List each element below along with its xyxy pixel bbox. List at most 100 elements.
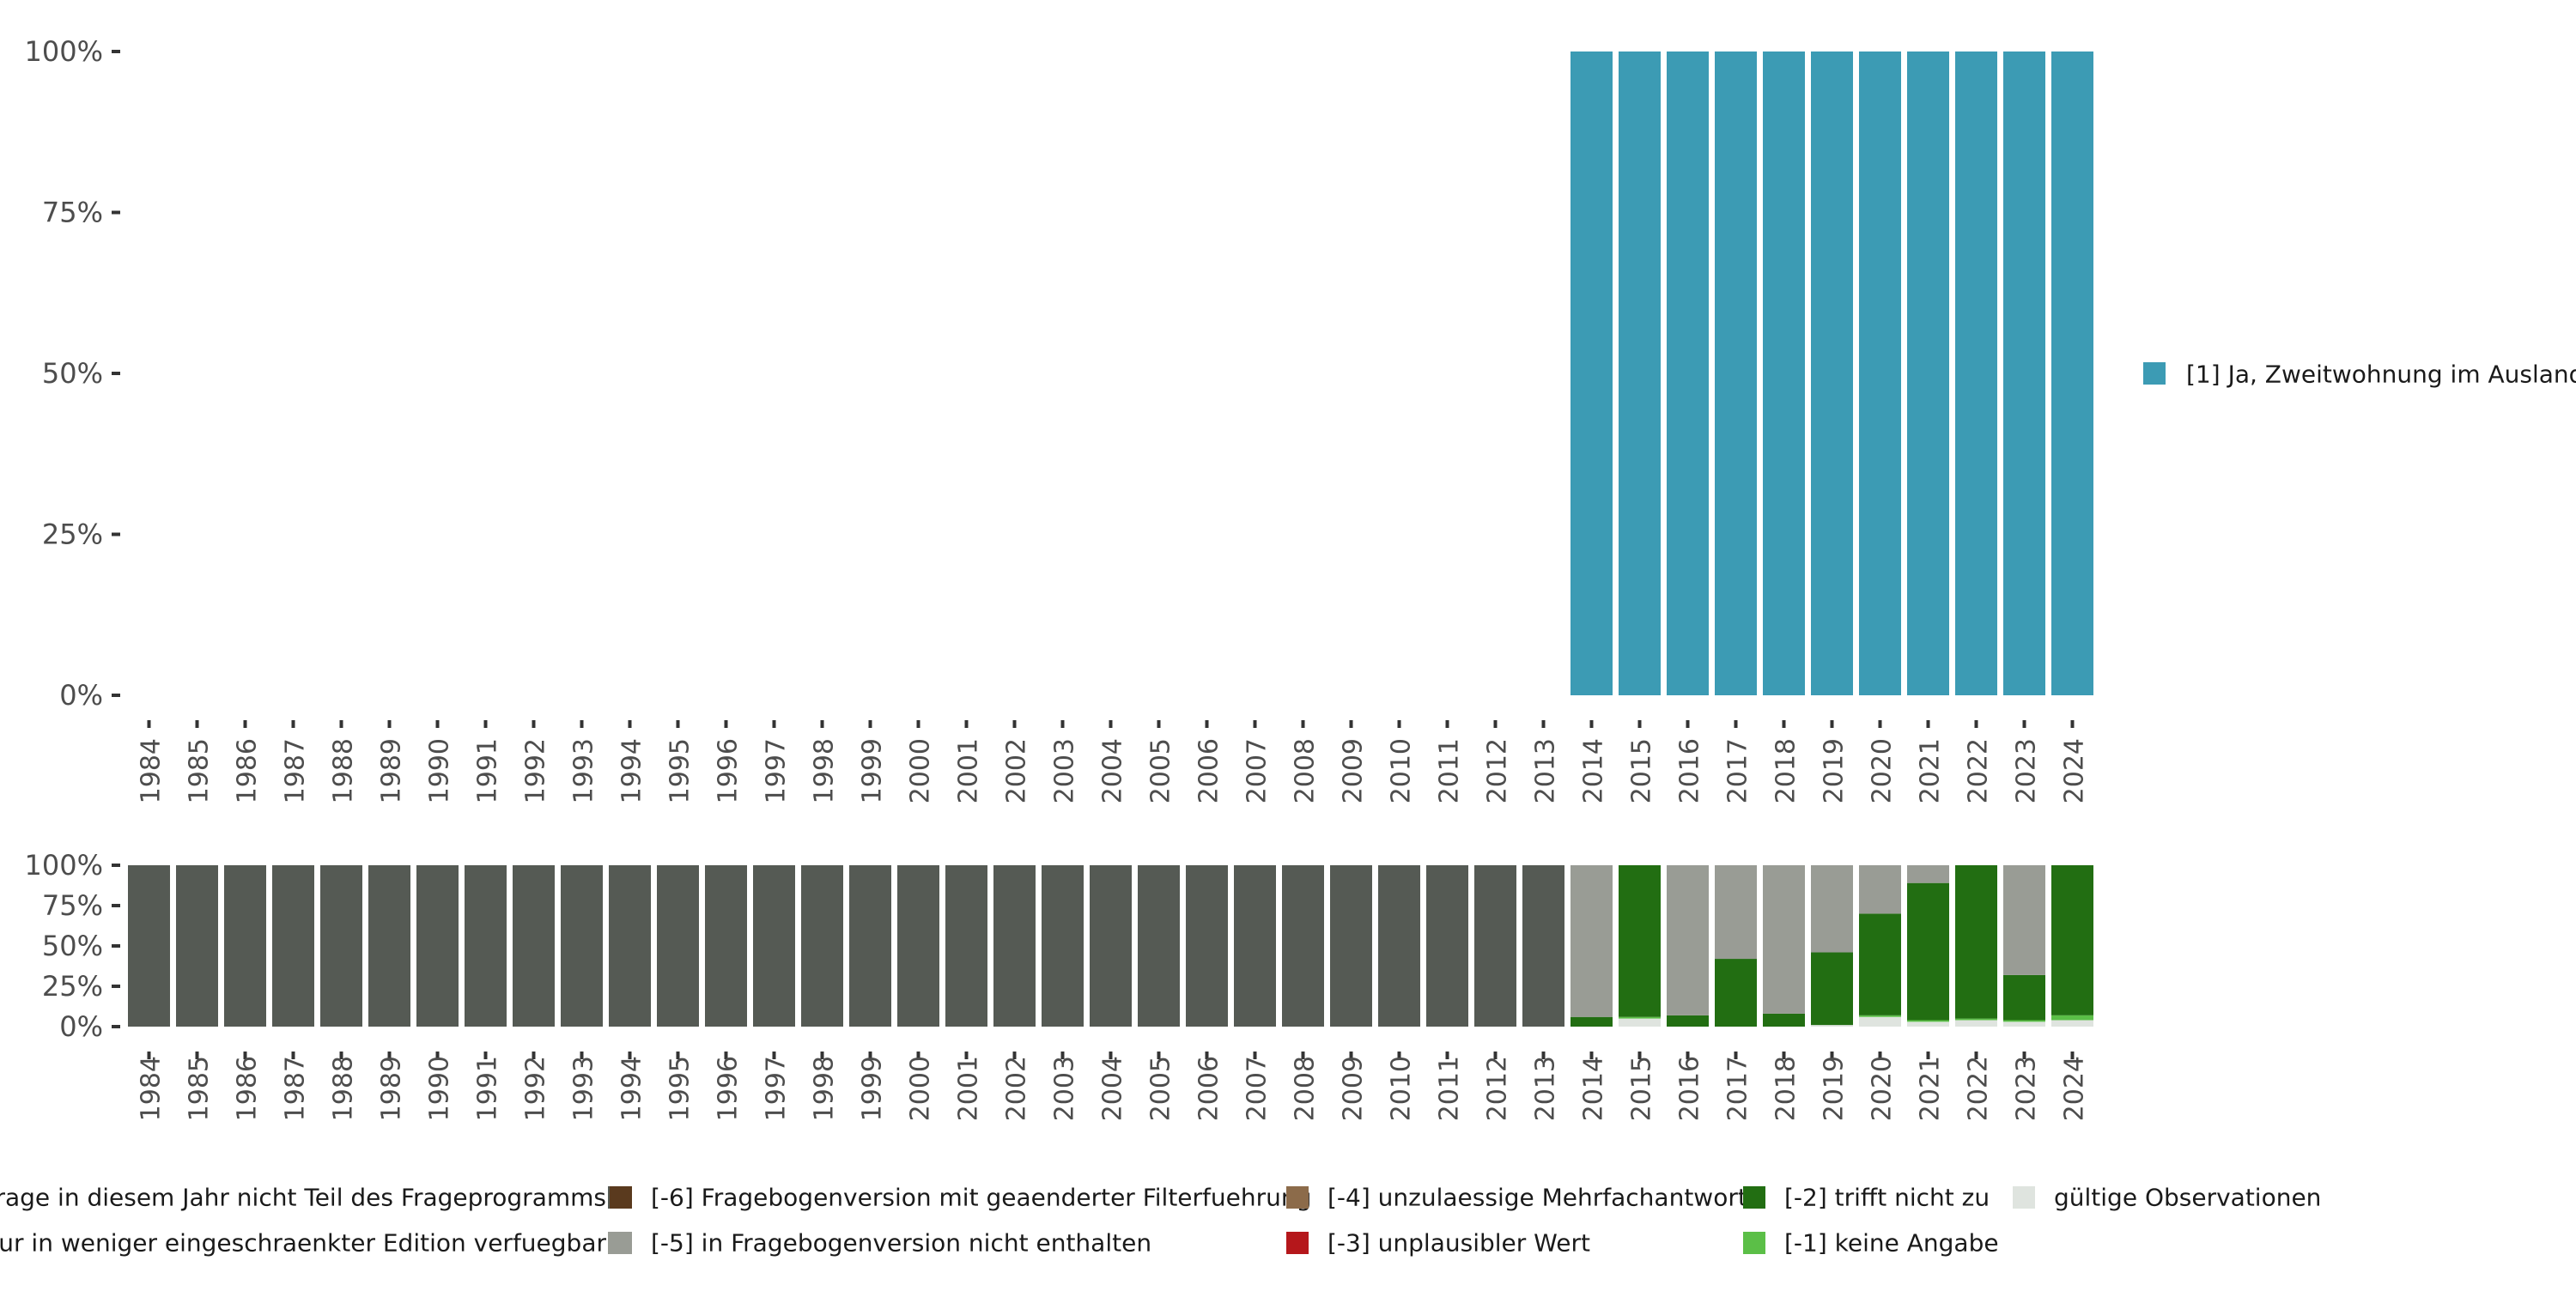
top-bar-2017	[1715, 52, 1757, 695]
bottom-bar-2021	[1907, 882, 1949, 1021]
top-x-tick-label: 2001	[954, 738, 984, 803]
bottom-bar-2002	[993, 865, 1036, 1027]
bottom-x-tick-label: 2022	[1964, 1056, 1994, 1121]
top-y-tick-label: 100%	[25, 35, 103, 68]
top-x-tick-label: 1990	[425, 738, 455, 803]
legend-bottom-key	[1286, 1232, 1309, 1254]
legend-bottom-label: gültige Observationen	[2054, 1184, 2321, 1212]
bottom-x-tick-label: 2019	[1820, 1056, 1850, 1121]
legend-top-key	[2143, 362, 2166, 385]
top-bar-2022	[1955, 52, 1997, 695]
bottom-bar-2013	[1522, 865, 1564, 1027]
legend-bottom-key	[1743, 1186, 1765, 1209]
legend-bottom-key	[610, 1186, 632, 1209]
bottom-bar-2022	[1955, 1018, 1997, 1021]
bottom-x-tick-label: 2018	[1771, 1056, 1801, 1121]
top-x-tick-label: 1992	[521, 738, 551, 803]
bottom-bar-2021	[1907, 1020, 1949, 1022]
legend-bottom-label: [-2] trifft nicht zu	[1784, 1184, 1990, 1212]
bottom-x-tick-label: 2015	[1627, 1056, 1657, 1121]
top-x-tick-label: 2020	[1868, 738, 1898, 803]
top-x-tick-label: 2002	[1002, 738, 1032, 803]
legend-top: [1] Ja, Zweitwohnung im Ausland	[2143, 361, 2576, 389]
bottom-x-tick-label: 1985	[185, 1056, 215, 1121]
bottom-x-tick-label: 1995	[665, 1056, 696, 1121]
bottom-bar-2005	[1138, 865, 1180, 1027]
top-x-tick-label: 1993	[569, 738, 599, 803]
bottom-bar-2010	[1378, 865, 1420, 1027]
top-bar-2019	[1811, 52, 1853, 695]
bottom-y-tick-label: 50%	[42, 930, 103, 962]
bottom-bar-1990	[416, 865, 459, 1027]
top-x-tick-label: 2012	[1483, 738, 1513, 803]
top-bar-2020	[1859, 52, 1901, 695]
bottom-y-tick-label: 0%	[59, 1010, 103, 1043]
top-bar-2023	[2003, 52, 2045, 695]
legend-bottom-key	[2013, 1186, 2035, 1209]
bottom-bar-2022	[1955, 865, 1997, 1019]
top-x-tick-label: 2013	[1531, 738, 1561, 803]
bottom-x-tick-label: 2014	[1579, 1056, 1609, 1121]
legend-bottom-label: [-1] keine Angabe	[1784, 1229, 1999, 1258]
top-x-tick-label: 2005	[1146, 738, 1176, 803]
bottom-x-tick-label: 2024	[2060, 1056, 2090, 1121]
bottom-bar-2007	[1234, 865, 1276, 1027]
top-x-tick-label: 1991	[473, 738, 503, 803]
bottom-x-tick-label: 1989	[377, 1056, 407, 1121]
bottom-x-tick-label: 2001	[954, 1056, 984, 1121]
bottom-bar-1987	[272, 865, 314, 1027]
top-x-tick-label: 2016	[1675, 738, 1705, 803]
bottom-bar-1991	[465, 865, 507, 1027]
bottom-bar-2014	[1571, 865, 1613, 1017]
bottom-panel: 0% 25% 50% 75% 100% 1984 1985 1986 1987 1988 1989 1…	[25, 849, 2093, 1121]
bottom-x-tick-label: 2020	[1868, 1056, 1898, 1121]
bottom-x-tick-label: 1993	[569, 1056, 599, 1121]
bottom-bar-2023	[2003, 1020, 2045, 1022]
bottom-bar-2016	[1667, 1015, 1709, 1027]
top-bar-2016	[1667, 52, 1709, 695]
bottom-bar-2011	[1426, 865, 1468, 1027]
bottom-bar-2023	[2003, 974, 2045, 1021]
top-x-tick-label: 1984	[137, 738, 167, 803]
top-x-tick-label: 2011	[1435, 738, 1465, 803]
bottom-bar-2021	[1907, 1021, 1949, 1027]
bottom-x-tick-label: 1997	[762, 1056, 792, 1121]
top-bar-2024	[2051, 52, 2093, 695]
bottom-x-tick-label: 2007	[1242, 1056, 1273, 1121]
bottom-bar-1993	[561, 865, 603, 1027]
bottom-x-tick-label: 1984	[137, 1056, 167, 1121]
bottom-bar-1988	[320, 865, 362, 1027]
bottom-x-tick-label: 2003	[1050, 1056, 1080, 1121]
bottom-y-tick-label: 100%	[25, 849, 103, 882]
top-x-tick-label: 1995	[665, 738, 696, 803]
top-x-tick-label: 2009	[1339, 738, 1369, 803]
bottom-x-tick-label: 1986	[233, 1056, 263, 1121]
bottom-bar-2014	[1571, 1016, 1613, 1027]
bottom-bar-2018	[1763, 865, 1805, 1014]
bottom-x-tick-label: 2002	[1002, 1056, 1032, 1121]
bottom-x-tick-label: 1991	[473, 1056, 503, 1121]
bottom-bar-2021	[1907, 865, 1949, 883]
bottom-bar-2024	[2051, 865, 2093, 1015]
bottom-bar-2024	[2051, 1015, 2093, 1021]
bottom-bar-1996	[705, 865, 747, 1027]
bottom-bar-1992	[513, 865, 555, 1027]
top-x-tick-label: 1989	[377, 738, 407, 803]
bottom-x-tick-label: 1992	[521, 1056, 551, 1121]
top-bar-2021	[1907, 52, 1949, 695]
bottom-bar-2006	[1186, 865, 1228, 1027]
bottom-bar-1995	[657, 865, 699, 1027]
bottom-bar-2016	[1667, 865, 1709, 1015]
bottom-y-tick-label: 25%	[42, 970, 103, 1003]
bottom-bar-2015	[1619, 865, 1661, 1017]
top-x-tick-label: 1994	[617, 738, 647, 803]
bottom-bar-2019	[1811, 1025, 1853, 1027]
bottom-bar-2024	[2051, 1020, 2093, 1027]
top-x-tick-label: 2018	[1771, 738, 1801, 803]
bottom-x-tick-label: 2008	[1291, 1056, 1321, 1121]
top-x-tick-label: 2010	[1387, 738, 1417, 803]
legend-bottom-label: [-8] Frage in diesem Jahr nicht Teil des…	[0, 1184, 606, 1212]
top-x-tick-label: 2000	[906, 738, 936, 803]
